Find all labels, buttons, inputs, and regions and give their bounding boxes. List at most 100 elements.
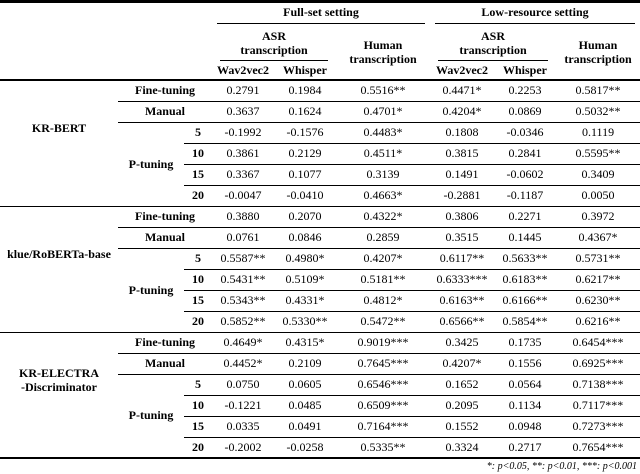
method-label-fine-tuning: Fine-tuning bbox=[118, 80, 212, 102]
value-cell: 0.6230** bbox=[556, 290, 640, 312]
value-cell: 0.2791 bbox=[212, 80, 274, 102]
value-cell: 0.0948 bbox=[494, 416, 557, 438]
p-tuning-step: 15 bbox=[184, 290, 212, 312]
value-cell: 0.2129 bbox=[274, 143, 336, 165]
value-cell: 0.4207* bbox=[336, 248, 431, 270]
value-cell: 0.1445 bbox=[494, 227, 557, 249]
value-cell: 0.0564 bbox=[494, 374, 557, 396]
value-cell: 0.3861 bbox=[212, 143, 274, 165]
value-cell: 0.6163** bbox=[430, 290, 495, 312]
value-cell: -0.1187 bbox=[494, 185, 557, 207]
value-cell: 0.3367 bbox=[212, 164, 274, 186]
value-cell: -0.0602 bbox=[494, 164, 557, 186]
value-cell: -0.1576 bbox=[274, 122, 336, 144]
header-asr-transcription-full: ASR transcription bbox=[212, 24, 336, 61]
value-cell: 0.7273*** bbox=[556, 416, 640, 438]
value-cell: 0.5731** bbox=[556, 248, 640, 270]
value-cell: 0.0050 bbox=[556, 185, 640, 207]
value-cell: 0.7138*** bbox=[556, 374, 640, 396]
model-name-kr-electra-discriminator: KR-ELECTRA -Discriminator bbox=[18, 365, 99, 394]
value-cell: 0.5343** bbox=[212, 290, 274, 312]
p-tuning-step: 20 bbox=[184, 311, 212, 333]
value-cell: 0.6925*** bbox=[556, 353, 640, 375]
value-cell: 0.1556 bbox=[494, 353, 557, 375]
value-cell: 0.2841 bbox=[494, 143, 557, 165]
p-tuning-step: 15 bbox=[184, 164, 212, 186]
asr-label-full: ASR transcription bbox=[220, 29, 328, 61]
p-tuning-step: 10 bbox=[184, 395, 212, 417]
value-cell: 0.4452* bbox=[212, 353, 274, 375]
value-cell: 0.4511* bbox=[336, 143, 431, 165]
method-label-manual: Manual bbox=[118, 353, 212, 375]
value-cell: 0.5516** bbox=[336, 80, 431, 102]
header-wav2vec2-full: Wav2vec2 bbox=[212, 61, 274, 81]
value-cell: 0.6454*** bbox=[556, 332, 640, 354]
value-cell: 0.1134 bbox=[494, 395, 557, 417]
value-cell: -0.0410 bbox=[274, 185, 336, 207]
value-cell: 0.6566** bbox=[430, 311, 495, 333]
p-tuning-step: 10 bbox=[184, 269, 212, 291]
value-cell: 0.3425 bbox=[430, 332, 495, 354]
header-full-set-setting: Full-set setting bbox=[212, 2, 430, 24]
value-cell: 0.0335 bbox=[212, 416, 274, 438]
value-cell: 0.2109 bbox=[274, 353, 336, 375]
value-cell: 0.5852** bbox=[212, 311, 274, 333]
value-cell: 0.0485 bbox=[274, 395, 336, 417]
value-cell: 0.3815 bbox=[430, 143, 495, 165]
value-cell: 0.5330** bbox=[274, 311, 336, 333]
value-cell: 0.6546*** bbox=[336, 374, 431, 396]
significance-footnote: *: p<0.05, **: p<0.01, ***: p<0.001 bbox=[486, 461, 637, 472]
results-table: Full-set setting Low-resource setting AS… bbox=[0, 0, 640, 459]
p-tuning-step: 20 bbox=[184, 185, 212, 207]
value-cell: 0.6166** bbox=[494, 290, 557, 312]
value-cell: 0.5032** bbox=[556, 101, 640, 123]
p-tuning-step: 5 bbox=[184, 374, 212, 396]
value-cell: 0.4663* bbox=[336, 185, 431, 207]
low-resource-label: Low-resource setting bbox=[435, 3, 636, 24]
value-cell: 0.7164*** bbox=[336, 416, 431, 438]
value-cell: 0.7654*** bbox=[572, 439, 624, 454]
value-cell: 0.4980* bbox=[274, 248, 336, 270]
value-cell: 0.9019*** bbox=[336, 332, 431, 354]
header-low-resource-setting: Low-resource setting bbox=[430, 2, 640, 24]
method-label-p-tuning: P-tuning bbox=[128, 408, 174, 423]
value-cell: 0.5854** bbox=[494, 311, 557, 333]
method-label-p-tuning: P-tuning bbox=[118, 122, 184, 207]
value-cell: 0.0846 bbox=[274, 227, 336, 249]
value-cell: 0.4367* bbox=[556, 227, 640, 249]
asr-label-low: ASR transcription bbox=[438, 29, 549, 61]
value-cell: -0.0047 bbox=[212, 185, 274, 207]
value-cell: 0.1077 bbox=[274, 164, 336, 186]
value-cell: 0.7645*** bbox=[336, 353, 431, 375]
method-label-manual: Manual bbox=[118, 227, 212, 249]
value-cell: 0.3880 bbox=[212, 206, 274, 228]
value-cell: 0.2271 bbox=[494, 206, 557, 228]
value-cell: 0.4483* bbox=[336, 122, 431, 144]
value-cell: 0.5587** bbox=[212, 248, 274, 270]
header-human-transcription-full: Human transcription bbox=[336, 24, 431, 81]
value-cell: 0.5181** bbox=[336, 269, 431, 291]
value-cell: 0.1652 bbox=[430, 374, 495, 396]
value-cell: -0.0346 bbox=[494, 122, 557, 144]
header-whisper-full: Whisper bbox=[274, 61, 336, 81]
corner-cell bbox=[0, 1, 212, 81]
header-asr-transcription-low: ASR transcription bbox=[430, 24, 556, 61]
value-cell: 0.1119 bbox=[556, 122, 640, 144]
method-label-fine-tuning: Fine-tuning bbox=[118, 206, 212, 228]
value-cell: 0.6333*** bbox=[430, 269, 495, 291]
value-cell: 0.1735 bbox=[494, 332, 557, 354]
value-cell: 0.5633** bbox=[494, 248, 557, 270]
value-cell: 0.0491 bbox=[274, 416, 336, 438]
value-cell: 0.0761 bbox=[212, 227, 274, 249]
value-cell: -0.2881 bbox=[430, 185, 495, 207]
value-cell: 0.4812* bbox=[336, 290, 431, 312]
value-cell: 0.2859 bbox=[336, 227, 431, 249]
value-cell: 0.1808 bbox=[430, 122, 495, 144]
value-cell: 0.6216** bbox=[556, 311, 640, 333]
full-set-label: Full-set setting bbox=[217, 3, 426, 24]
value-cell: 0.5472** bbox=[336, 311, 431, 333]
p-tuning-step: 5 bbox=[184, 122, 212, 144]
value-cell: 0.4471* bbox=[430, 80, 495, 102]
value-cell: 0.3972 bbox=[556, 206, 640, 228]
value-cell: 0.0605 bbox=[274, 374, 336, 396]
